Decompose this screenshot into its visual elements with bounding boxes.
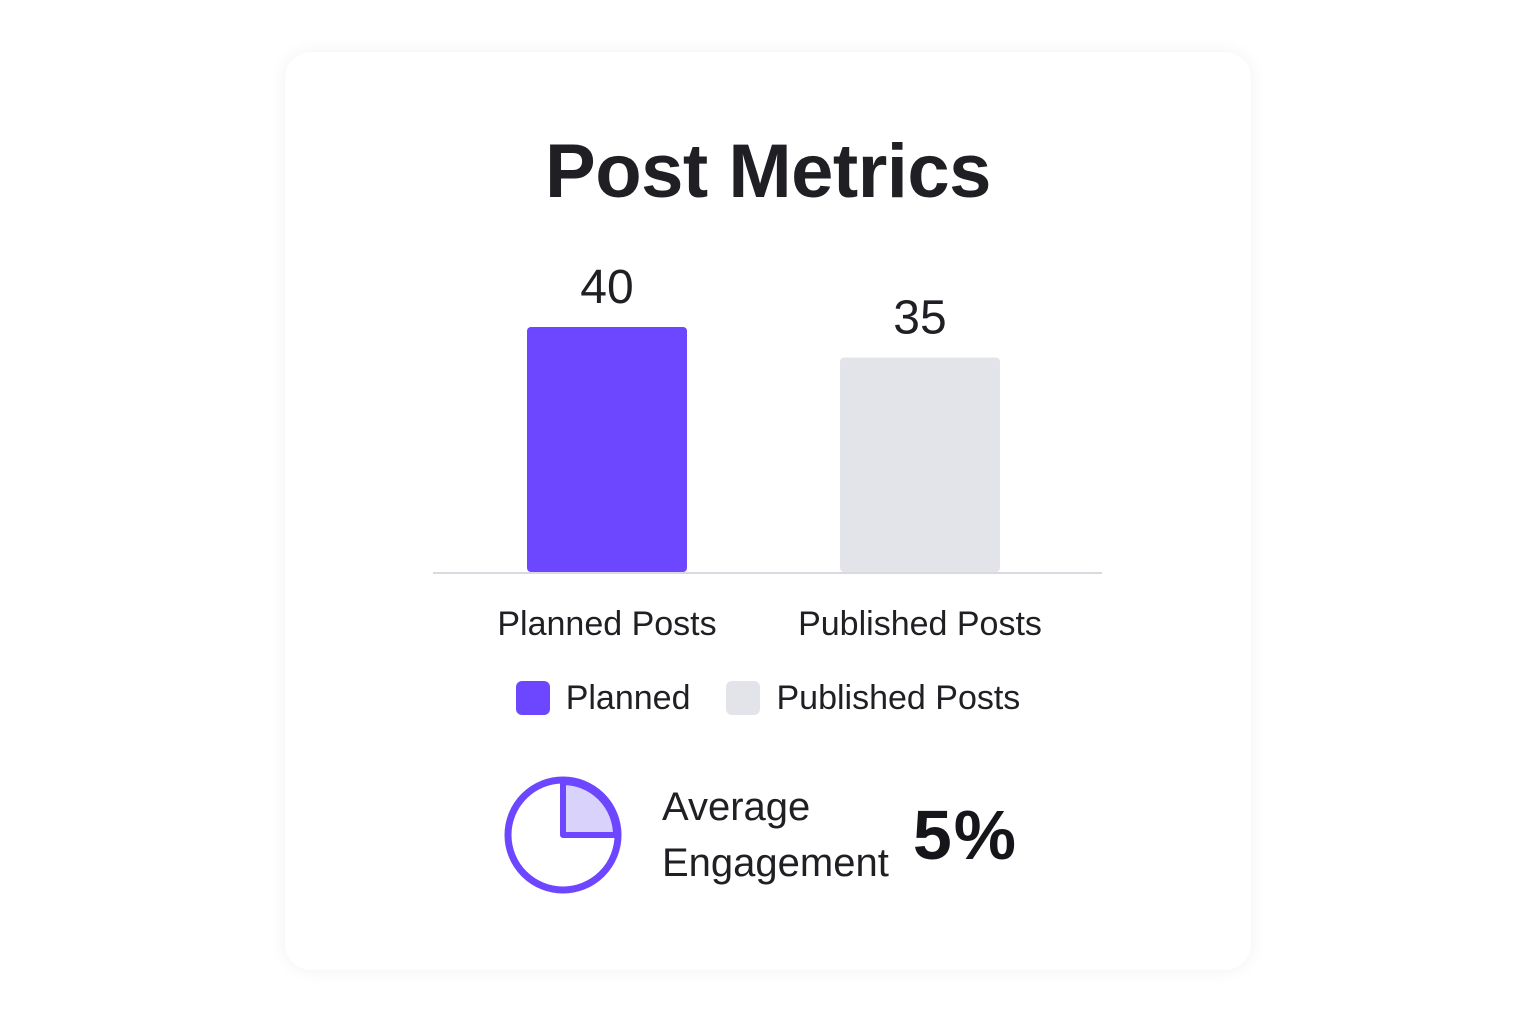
pie-outline [504, 776, 622, 894]
chart-title: Post Metrics [545, 129, 991, 214]
bar-planned-posts [527, 327, 687, 572]
pie-chart-icon [504, 776, 622, 894]
legend-label-planned: Planned [565, 679, 691, 717]
bar-published-posts [840, 357, 1000, 572]
legend-item-planned: Planned [515, 676, 691, 720]
tick-label-planned-posts: Planned Posts [497, 605, 716, 643]
legend-swatch-planned [515, 681, 550, 715]
legend-swatch-published [726, 681, 761, 715]
average-engagement-metric: Average Engagement 5% [504, 775, 1018, 895]
legend-item-published: Published Posts [726, 676, 1020, 720]
data-label-planned-posts: 40 [580, 261, 633, 314]
legend-label-published: Published Posts [776, 679, 1021, 717]
chart-legend: Planned Published Posts [0, 676, 1536, 720]
metric-value: 5% [912, 796, 1019, 874]
metric-label-line1: Average [662, 785, 811, 829]
metric-label: Average Engagement [662, 779, 889, 891]
metric-label-line2: Engagement [662, 841, 889, 885]
data-label-published-posts: 35 [893, 292, 946, 345]
metrics-card [285, 52, 1251, 970]
tick-label-published-posts: Published Posts [798, 605, 1042, 643]
